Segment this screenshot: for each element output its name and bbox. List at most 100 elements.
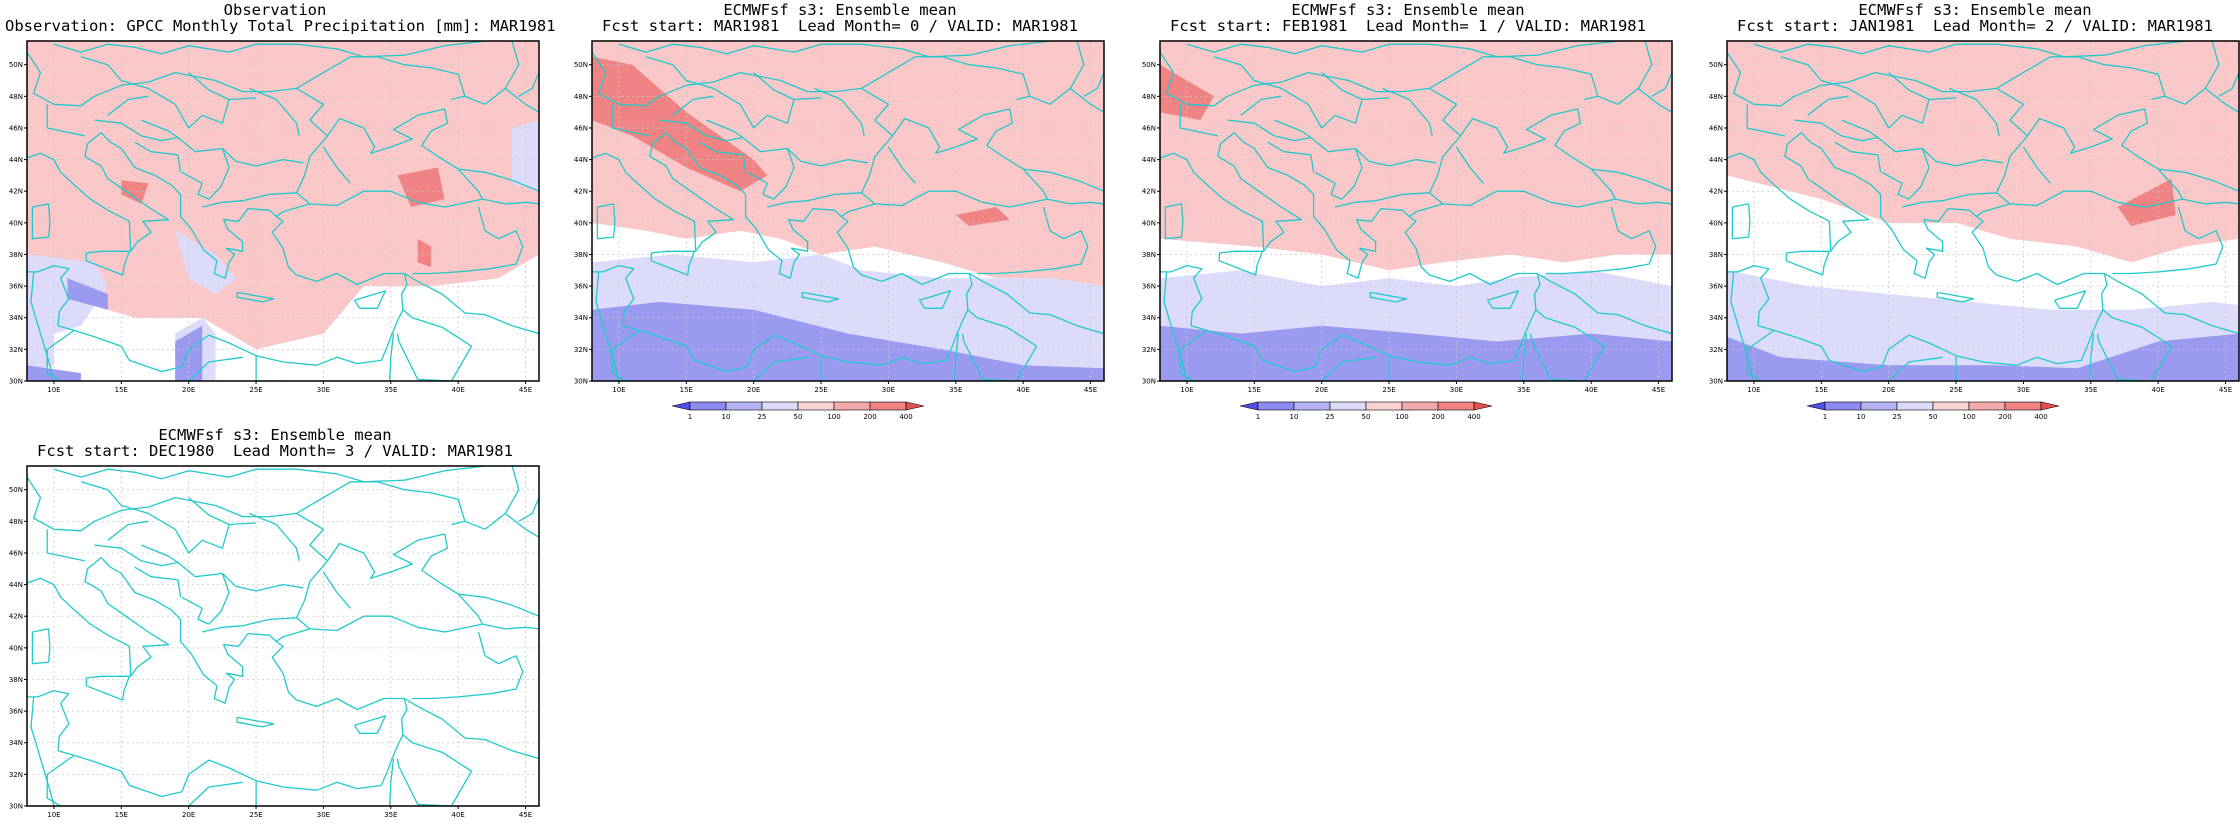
coastline [188,497,257,526]
coastline [188,781,243,806]
colorbar-arrow-left [671,401,691,411]
y-tick-label: 42N [1709,188,1723,196]
title-line-2: Fcst start: MAR1981 Lead Month= 0 / VALI… [602,17,1078,35]
y-tick-label: 48N [9,518,23,526]
coastline [31,628,51,665]
coastline [1388,355,1416,381]
coastline [618,41,1051,58]
coastline [27,203,408,373]
coastline [860,135,1048,208]
coastline [699,141,747,173]
coastline [188,72,257,101]
x-tick-label: 10E [47,811,60,819]
y-tick-label: 32N [1709,346,1723,354]
coastline [2218,72,2239,97]
precip-region-red [121,180,149,204]
title-line-2: Fcst start: DEC1980 Lead Month= 3 / VALI… [37,442,513,460]
colorbar-segment [1968,401,2006,411]
colorbar-label: 10 [1857,413,1866,421]
coastline [181,573,230,625]
coastline [887,146,916,184]
y-tick-label: 40N [9,644,23,652]
coastline [672,95,714,116]
coastline [814,87,865,137]
coastline [353,715,387,734]
colorbar-arrow-left [1239,401,1259,411]
y-tick-label: 34N [9,314,23,322]
x-tick-label: 10E [612,386,625,394]
panel-title: ECMWFsf s3: Ensemble mean Fcst start: DEC… [5,427,545,459]
title-line-2: Observation: GPCC Monthly Total Precipit… [5,17,556,35]
x-tick-label: 40E [451,811,464,819]
coastline [458,593,539,617]
y-tick-label: 34N [1709,314,1723,322]
colorbar-label: 200 [1998,413,2011,421]
coastline [1536,272,1672,335]
coastline [80,56,230,129]
coastline [255,355,283,381]
coastline [1428,135,1616,208]
coastline [1321,356,1376,381]
coastline [968,272,1104,335]
colorbar-label: 10 [722,413,731,421]
coastline [2158,168,2239,192]
colorbar-label: 100 [827,413,840,421]
coastline [1321,72,1390,101]
plot-frame [591,40,1105,382]
coastline [1455,146,1484,184]
coastline [396,734,473,806]
y-tick-label: 36N [9,708,23,716]
x-tick-label: 30E [2017,386,2030,394]
coastline [1314,148,1363,200]
coastline [1753,41,2186,58]
colorbar-segment [1896,401,1934,411]
coastline [1429,56,1599,101]
coastline [181,148,230,200]
y-tick-label: 42N [9,188,23,196]
coastline [861,56,1031,101]
coastline [27,476,328,562]
x-tick-label: 40E [1016,386,1029,394]
title-line-1: Observation [223,1,327,19]
x-tick-label: 35E [949,386,962,394]
y-tick-label: 46N [1142,124,1156,132]
y-tick-label: 30N [1709,378,1723,386]
colorbar-segment [2004,401,2042,411]
colorbar-label: 1 [688,413,692,421]
x-tick-label: 30E [1450,386,1463,394]
y-tick-label: 44N [1142,156,1156,164]
coastline [464,87,506,105]
panel-lead-2: ECMWFsf s3: Ensemble mean Fcst start: JAN… [1705,0,2240,421]
coastline [85,675,131,701]
panel-lead-0: ECMWFsf s3: Ensemble mean Fcst start: MAR… [570,0,1110,421]
y-tick-label: 30N [574,378,588,386]
precip-region-blue [592,365,619,381]
x-tick-label: 25E [249,811,262,819]
coastline [753,356,808,381]
title-line-2: Fcst start: JAN1981 Lead Month= 2 / VALI… [1737,17,2213,35]
coastline [1949,87,2000,137]
x-tick-label: 10E [47,386,60,394]
y-tick-label: 30N [1142,378,1156,386]
y-tick-label: 32N [574,346,588,354]
precip-region-red [2117,178,2176,226]
y-tick-label: 50N [9,486,23,494]
colorbar: 1 10 25 50 100 200 400 [1806,401,2060,421]
coastline [2164,87,2206,105]
coastline [482,623,539,630]
colorbar-arrow-right [1473,401,1493,411]
y-tick-label: 32N [1142,346,1156,354]
coastline [412,631,524,700]
x-tick-label: 40E [2151,386,2164,394]
colorbar-segment [1437,401,1475,411]
coastline [236,291,275,303]
coastline [1780,56,1930,129]
coastline [80,481,230,554]
precip-region-lightblue [1727,270,2239,381]
x-tick-label: 40E [1584,386,1597,394]
coastline [753,72,822,101]
coastline [1591,168,1672,192]
coastline [2022,146,2051,184]
coastline [85,250,131,276]
coastline [1164,203,1184,240]
